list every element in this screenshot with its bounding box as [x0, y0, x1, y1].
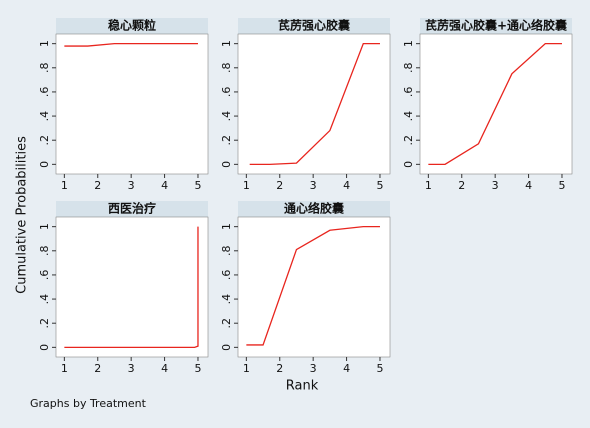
- plot-area: [419, 33, 573, 175]
- y-tick-label: 1: [38, 223, 51, 230]
- y-tick-label: .4: [38, 294, 51, 305]
- y-tick-label: .2: [402, 135, 415, 146]
- panel-title: 通心络胶囊: [284, 201, 345, 216]
- x-tick-label: 1: [425, 179, 432, 192]
- y-tick-label: .4: [220, 294, 233, 305]
- y-tick-label: 1: [38, 40, 51, 47]
- y-tick-label: .4: [402, 111, 415, 122]
- x-tick-label: 2: [94, 362, 101, 375]
- y-axis-label: Cumulative Probabilities: [15, 136, 30, 294]
- x-tick-label: 4: [343, 179, 350, 192]
- x-tick-label: 4: [343, 362, 350, 375]
- x-tick-label: 3: [128, 362, 135, 375]
- y-tick-label: .8: [38, 246, 51, 256]
- y-tick-label: 0: [402, 161, 415, 168]
- title-bar: [238, 18, 390, 34]
- x-tick-label: 3: [128, 179, 135, 192]
- x-tick-label: 1: [243, 362, 250, 375]
- line: [64, 43, 198, 47]
- x-tick-label: 1: [243, 179, 250, 192]
- plot-area: [55, 216, 209, 358]
- y-tick-label: .2: [38, 318, 51, 329]
- y-tick-label: .8: [220, 246, 233, 256]
- y-tick-label: 1: [402, 40, 415, 47]
- title-bar: [238, 201, 390, 217]
- line: [64, 226, 199, 348]
- x-tick-label: 2: [458, 179, 465, 192]
- x-tick-label: 5: [376, 179, 383, 192]
- x-tick-label: 2: [276, 179, 283, 192]
- x-tick-label: 4: [525, 179, 532, 192]
- x-tick-label: 5: [558, 179, 565, 192]
- line: [428, 43, 562, 165]
- line: [249, 43, 380, 165]
- x-axis-label: Rank: [286, 379, 319, 394]
- plot-area: [237, 33, 391, 175]
- x-tick-label: 3: [310, 362, 317, 375]
- x-tick-label: 2: [276, 362, 283, 375]
- y-tick-label: .4: [220, 111, 233, 122]
- y-tick-label: .6: [402, 87, 415, 98]
- panel-title: 芪苈强心胶囊+通心络胶囊: [425, 18, 568, 33]
- y-tick-label: 1: [220, 40, 233, 47]
- y-tick-label: .2: [220, 135, 233, 146]
- panel-title: 芪苈强心胶囊: [278, 18, 351, 33]
- plot-area: [237, 216, 391, 358]
- y-tick-label: .2: [220, 318, 233, 329]
- x-tick-label: 5: [194, 179, 201, 192]
- title-bar: [56, 18, 208, 34]
- y-tick-label: .6: [38, 87, 51, 98]
- x-tick-label: 5: [194, 362, 201, 375]
- note: Graphs by Treatment: [30, 397, 147, 410]
- y-tick-label: .6: [220, 87, 233, 98]
- y-tick-label: .8: [220, 63, 233, 74]
- y-tick-label: .2: [38, 135, 51, 146]
- y-tick-label: 0: [220, 161, 233, 168]
- y-tick-label: 0: [38, 161, 51, 168]
- y-tick-label: .4: [38, 111, 51, 122]
- plot-area: [55, 33, 209, 175]
- y-tick-label: 1: [220, 223, 233, 230]
- x-tick-label: 1: [61, 362, 68, 375]
- y-tick-label: .8: [38, 63, 51, 74]
- x-tick-label: 2: [94, 179, 101, 192]
- panel-title: 稳心颗粒: [108, 18, 156, 33]
- line: [246, 226, 380, 346]
- y-tick-label: .6: [220, 270, 233, 281]
- y-tick-label: 0: [220, 344, 233, 351]
- y-tick-label: .8: [402, 63, 415, 74]
- y-tick-label: .6: [38, 270, 51, 281]
- title-bar: [56, 201, 208, 217]
- x-tick-label: 3: [310, 179, 317, 192]
- x-tick-label: 1: [61, 179, 68, 192]
- x-tick-label: 4: [161, 179, 168, 192]
- title-bar: [420, 18, 572, 34]
- x-tick-label: 5: [376, 362, 383, 375]
- x-tick-label: 4: [161, 362, 168, 375]
- panel-title: 西医治疗: [108, 201, 156, 216]
- y-tick-label: 0: [38, 344, 51, 351]
- x-tick-label: 3: [492, 179, 499, 192]
